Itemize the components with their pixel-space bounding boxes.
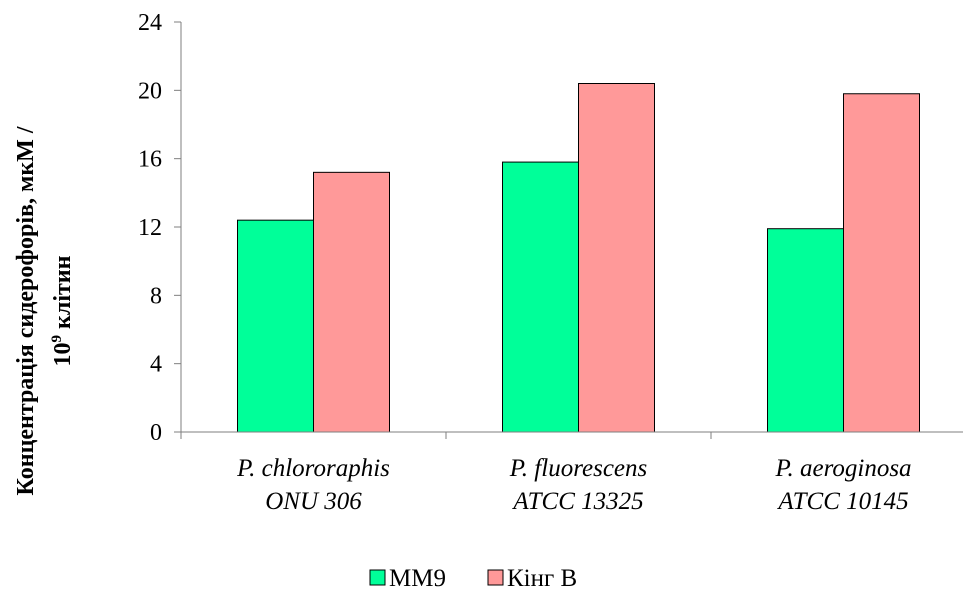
x-category-label: ATCC 10145 [776,488,908,515]
legend-label-mm9: ММ9 [389,565,446,592]
bar-king-b-2 [843,93,920,433]
x-axis-labels: P. chlororaphis ONU 306 P. fluorescens ATCC… [236,455,911,515]
legend-label-king-b: Кінг В [507,565,577,592]
axes [180,22,963,439]
x-category-label: P. aeroginosa [774,455,911,482]
legend: ММ9 Кінг В [369,565,577,592]
x-category-label: P. fluorescens [509,455,648,482]
y-axis-title-line2: 109 клітин [49,255,76,366]
y-axis-title-base: 10 [50,342,76,366]
x-category-label: ATCC 13325 [511,488,643,515]
y-tick-label: 20 [138,78,162,104]
y-tick-label: 16 [138,147,162,173]
bar-mm9-1 [502,161,579,433]
y-axis-title-line1: Концентрація сидерофорів, мкМ / [13,126,39,495]
y-tick-label: 24 [138,10,162,36]
bar-mm9-0 [237,219,314,433]
y-tick-label: 0 [150,420,162,446]
y-axis-title: Концентрація сидерофорів, мкМ / [13,126,39,495]
y-axis-ticks: 0 4 8 12 16 20 24 [138,10,181,446]
bar-king-b-1 [578,83,655,433]
x-category-label: P. chlororaphis [236,455,390,482]
y-tick-label: 8 [150,283,162,309]
bars [237,83,920,433]
y-axis-title-unit: клітин [50,255,76,335]
legend-swatch-king-b [487,569,504,586]
y-tick-label: 12 [138,215,162,241]
x-category-label: ONU 306 [265,488,362,515]
y-axis-title-superscript: 9 [49,335,65,343]
legend-swatch-mm9 [369,569,386,586]
bar-mm9-2 [767,228,844,433]
y-tick-label: 4 [150,352,162,378]
bar-king-b-0 [313,171,390,433]
